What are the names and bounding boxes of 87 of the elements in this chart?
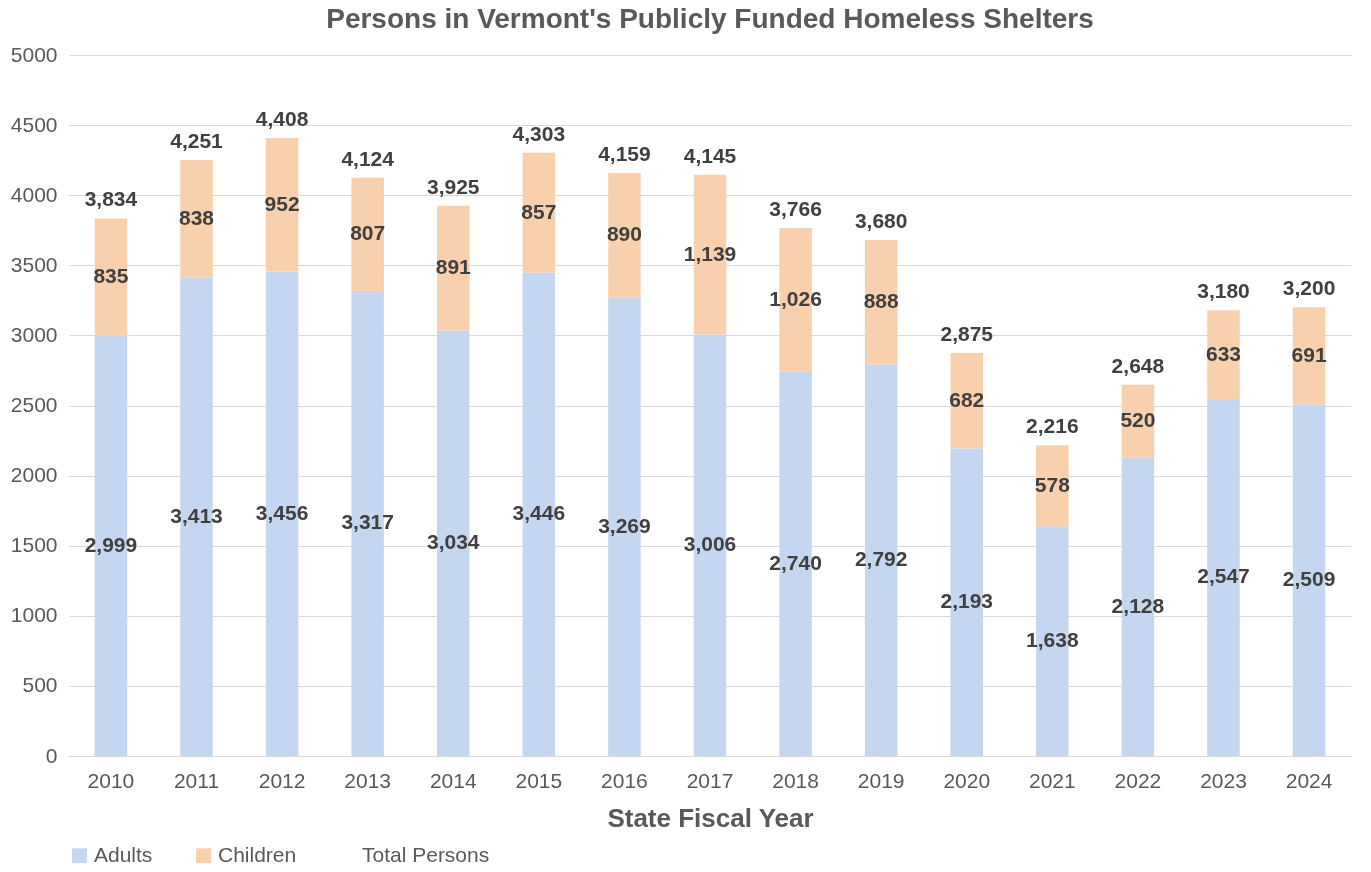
y-tick-label: 2500 — [10, 393, 58, 416]
data-label: 952 — [264, 191, 300, 215]
text: Total Persons — [362, 842, 490, 866]
y-tick-label: 4000 — [10, 182, 58, 206]
data-label: 691 — [1291, 342, 1327, 366]
x-tick-label: 2023 — [1200, 768, 1247, 792]
data-label: 835 — [93, 264, 129, 288]
x-tick-label: 2016 — [601, 768, 648, 792]
total-label: 3,925 — [426, 174, 480, 198]
x-tick-label: 2011 — [173, 768, 220, 792]
bar — [864, 240, 898, 365]
x-tick-label: 2022 — [1114, 768, 1162, 792]
total-label: 2,216 — [1026, 414, 1079, 438]
total-label: 3,766 — [769, 197, 822, 221]
data-label: 1,638 — [1026, 628, 1079, 652]
bar — [522, 152, 556, 273]
total-label: 3,680 — [854, 209, 908, 233]
bar — [1207, 310, 1240, 399]
y-tick-label: 0 — [45, 743, 58, 767]
bar — [265, 138, 299, 272]
data-label: 838 — [178, 205, 215, 229]
data-label: 3,446 — [512, 501, 566, 525]
data-label: 3,269 — [598, 513, 651, 537]
total-label: 2,648 — [1111, 353, 1165, 377]
data-label: 3,456 — [255, 500, 309, 524]
bar — [608, 172, 641, 298]
total-label: 4,159 — [598, 141, 651, 165]
x-tick-label: 2018 — [772, 768, 819, 792]
bar — [437, 205, 470, 331]
bar — [351, 177, 384, 291]
data-label: 2,193 — [940, 589, 994, 613]
bar — [950, 352, 983, 449]
legend-label: Children — [218, 842, 297, 866]
data-label: 807 — [350, 221, 386, 245]
data-label: 2,128 — [1111, 593, 1165, 617]
x-tick-label: 2021 — [1028, 768, 1076, 792]
y-tick-label: 500 — [22, 673, 58, 697]
bar — [94, 218, 128, 336]
y-tick-label: 4500 — [10, 112, 58, 136]
data-label: 1,026 — [769, 286, 822, 310]
x-tick-label: 2014 — [429, 768, 477, 792]
total-label: 2,875 — [940, 321, 994, 345]
x-tick-label: 2010 — [87, 768, 135, 792]
data-label: 682 — [949, 387, 985, 411]
data-label: 2,792 — [854, 547, 908, 571]
x-tick-label: 2017 — [686, 768, 734, 792]
data-label: 2,999 — [84, 532, 138, 556]
total-label: 4,124 — [341, 146, 395, 170]
y-tick-label: 3500 — [10, 252, 58, 276]
data-label: 3,034 — [426, 530, 480, 554]
data-label: 520 — [1120, 408, 1156, 432]
x-tick-label: 2024 — [1285, 768, 1333, 792]
data-label: 2,509 — [1282, 567, 1336, 591]
data-label: 578 — [1034, 472, 1071, 496]
total-label: 3,834 — [84, 187, 138, 211]
x-tick-label: 2012 — [258, 768, 306, 792]
total-label: 3,180 — [1197, 279, 1250, 303]
data-label: 3,006 — [683, 532, 737, 556]
total-label: 4,251 — [170, 129, 224, 153]
total-label: 4,303 — [512, 121, 566, 145]
chart-title: Persons in Vermont's Publicly Funded Homeless Shelters — [326, 3, 1094, 34]
y-tick-label: 5000 — [10, 42, 58, 66]
bar — [180, 160, 213, 278]
y-tick-label: 1500 — [10, 533, 58, 557]
total-label: 4,408 — [255, 107, 309, 130]
x-tick-label: 2019 — [857, 768, 905, 792]
data-label: 1,139 — [683, 241, 737, 265]
data-label: 2,547 — [1197, 564, 1250, 588]
x-axis-title: State Fiscal Year — [607, 802, 814, 833]
x-tick-label: 2015 — [515, 768, 563, 792]
x-tick-label: 2020 — [943, 768, 991, 792]
data-label: 3,317 — [341, 510, 394, 534]
data-label: 2,740 — [769, 550, 822, 574]
legend-label: Adults — [94, 842, 153, 866]
x-tick-label: 2013 — [344, 768, 392, 792]
total-label: 4,145 — [683, 143, 737, 167]
y-tick-label: 3000 — [10, 322, 58, 346]
data-label: 857 — [521, 199, 557, 223]
total-label: 3,200 — [1282, 276, 1336, 300]
data-label: 3,413 — [170, 503, 223, 527]
data-label: 888 — [863, 289, 899, 313]
y-tick-label: 2000 — [10, 463, 58, 487]
data-label: 890 — [606, 222, 642, 246]
data-label: 891 — [435, 255, 472, 279]
bar — [1036, 445, 1069, 527]
y-tick-label: 1000 — [10, 603, 58, 627]
data-label: 633 — [1205, 341, 1242, 365]
